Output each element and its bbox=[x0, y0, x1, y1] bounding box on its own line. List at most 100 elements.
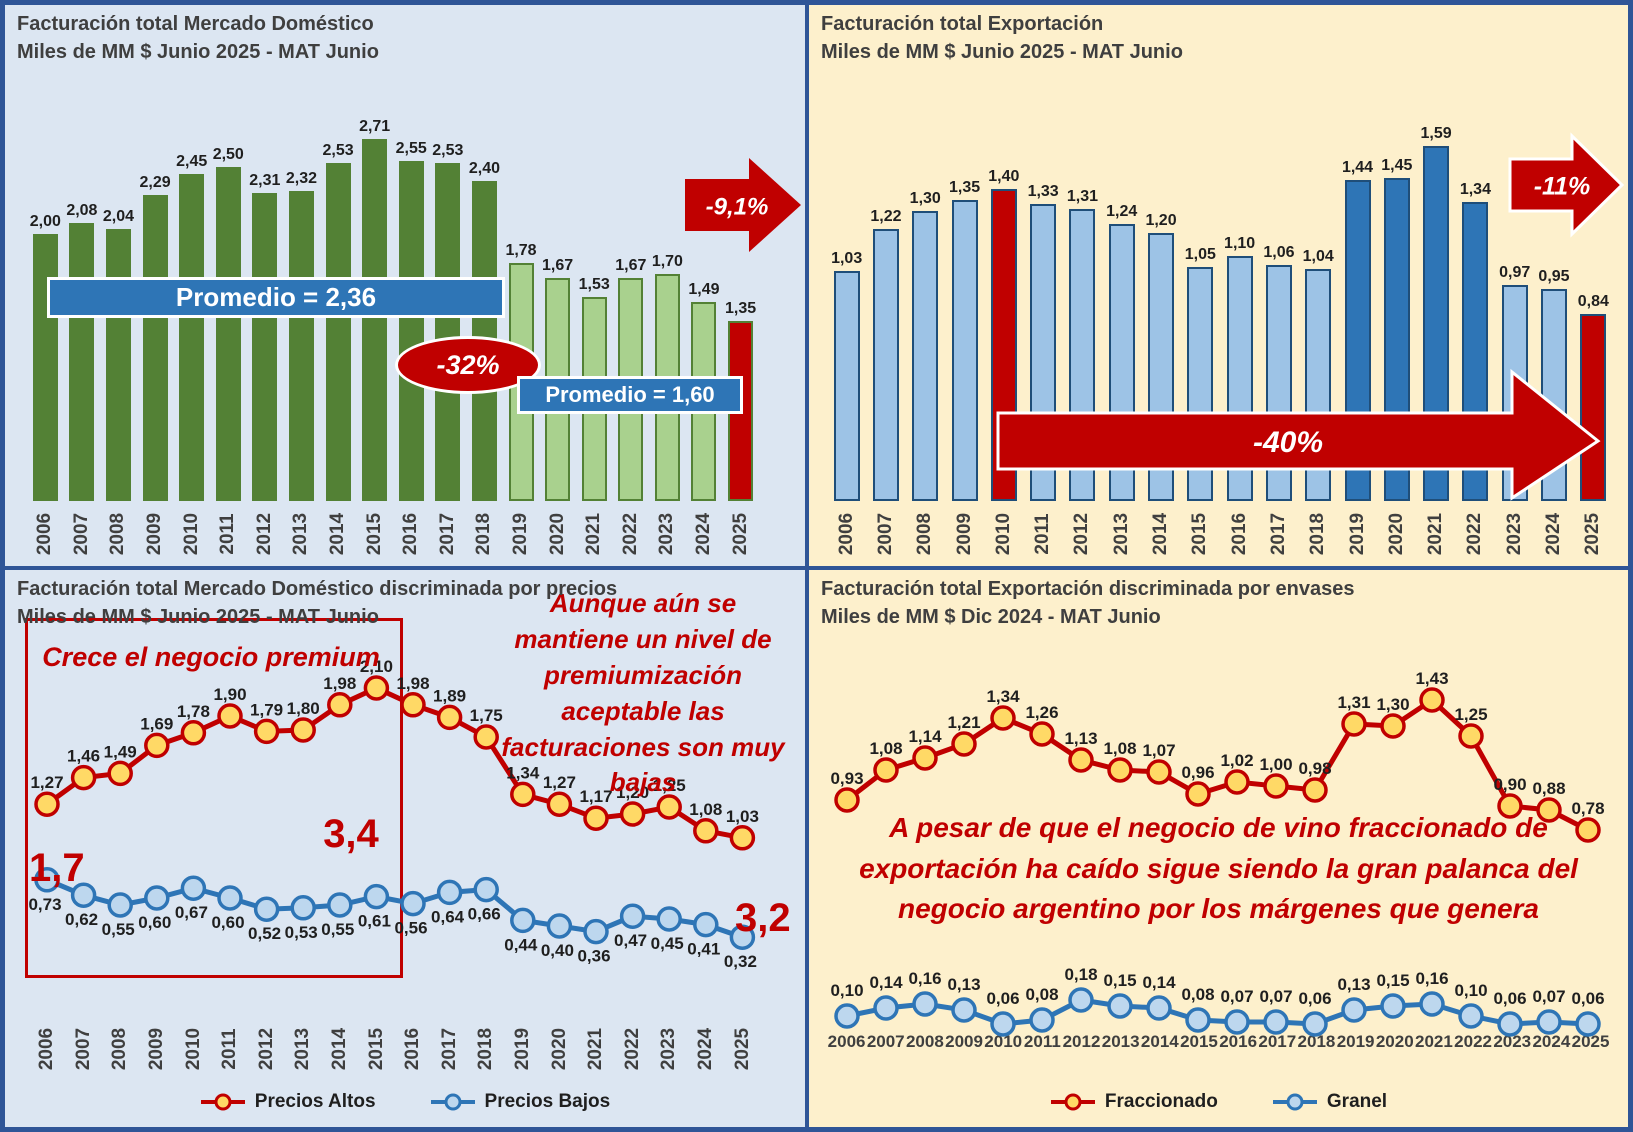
yoy-arrow-export: -11% bbox=[1508, 132, 1625, 238]
point-granel-2013 bbox=[1107, 993, 1133, 1019]
premium-highlight-box bbox=[25, 618, 403, 978]
x-label-2010: 2010 bbox=[984, 1032, 1023, 1051]
point-fraccionado-2021 bbox=[1419, 687, 1445, 713]
point-label: 0,16 bbox=[1415, 969, 1448, 988]
point-granel-2023 bbox=[1497, 1011, 1523, 1037]
average-new-label: Promedio = 1,60 bbox=[545, 382, 715, 407]
point-precios-bajos-2012 bbox=[253, 896, 280, 922]
legend-marker-icon bbox=[1050, 1093, 1095, 1111]
bar-value-label: 1,67 bbox=[542, 257, 574, 275]
x-label-2021: 2021 bbox=[1425, 512, 1447, 556]
point-precios-bajos-2006 bbox=[34, 867, 60, 893]
legend-domestic-prices: Precios Altos Precios Bajos bbox=[5, 1091, 805, 1113]
x-label-2024: 2024 bbox=[1542, 512, 1564, 556]
bar-2012 bbox=[252, 192, 278, 501]
point-precios-altos-2012 bbox=[253, 718, 280, 745]
point-granel-2012 bbox=[1068, 987, 1094, 1013]
point-label: 0,66 bbox=[468, 905, 501, 924]
point-fraccionado-2006 bbox=[834, 787, 860, 813]
bar-value-label: 1,31 bbox=[1066, 187, 1098, 205]
bar-value-label: 1,05 bbox=[1184, 245, 1216, 263]
point-label: 0,90 bbox=[1493, 775, 1526, 794]
line-chart-domestic-prices: 1,271,46 1,491,691,781,901,79 1,801,982,10… bbox=[28, 657, 758, 971]
point-precios-altos-2020 bbox=[546, 791, 573, 817]
x-label-2013: 2013 bbox=[290, 512, 312, 556]
point-label: 0,96 bbox=[1181, 763, 1214, 782]
point-label: 0,14 bbox=[869, 973, 903, 992]
x-label-2018: 2018 bbox=[473, 512, 495, 556]
x-label-2007: 2007 bbox=[866, 1032, 905, 1051]
point-label: 0,55 bbox=[102, 920, 135, 939]
legend-label: Precios Altos bbox=[254, 1091, 376, 1112]
yoy-arrow-label: -9,1% bbox=[706, 193, 769, 220]
point-label: 0,45 bbox=[651, 934, 684, 953]
x-label-2012: 2012 bbox=[1062, 1032, 1101, 1051]
point-precios-bajos-2008 bbox=[107, 892, 133, 918]
point-label: 1,75 bbox=[470, 706, 503, 725]
point-label: 0,15 bbox=[1103, 971, 1136, 990]
x-label-2011: 2011 bbox=[1023, 1032, 1061, 1051]
bar-value-label: 1,67 bbox=[615, 257, 647, 275]
bar-value-label: 0,97 bbox=[1499, 263, 1531, 281]
point-granel-2007 bbox=[873, 995, 899, 1021]
x-label-2016: 2016 bbox=[1219, 1032, 1258, 1051]
point-granel-2009 bbox=[951, 997, 977, 1023]
point-label: 1,20 bbox=[616, 783, 649, 802]
point-label: 1,07 bbox=[1142, 741, 1175, 760]
point-label: 1,79 bbox=[250, 700, 283, 719]
x-label-2020: 2020 bbox=[1385, 512, 1407, 556]
point-granel-2024 bbox=[1536, 1009, 1562, 1035]
point-label: 1,08 bbox=[869, 739, 902, 758]
point-fraccionado-2024 bbox=[1536, 797, 1562, 823]
x-label-2019: 2019 bbox=[1336, 1032, 1375, 1051]
point-label: 1,49 bbox=[104, 742, 137, 761]
point-precios-altos-2010 bbox=[180, 720, 207, 746]
point-label: 0,55 bbox=[321, 920, 354, 939]
point-label: 0,98 bbox=[1298, 759, 1331, 778]
point-label: 0,15 bbox=[1376, 971, 1409, 990]
point-label: 0,06 bbox=[1298, 989, 1331, 1008]
drop-arrow-label: -40% bbox=[1253, 426, 1323, 459]
x-label-2013: 2013 bbox=[1101, 1032, 1140, 1051]
bar-slot-2014: 2,53 bbox=[320, 109, 357, 501]
bar-value-label: 2,00 bbox=[29, 213, 61, 230]
bar-2006 bbox=[833, 271, 860, 501]
point-fraccionado-2008 bbox=[912, 745, 938, 771]
point-precios-bajos-2015 bbox=[363, 883, 390, 910]
panel-subtitle: Miles de MM $ Junio 2025 - MAT Junio bbox=[17, 41, 379, 64]
bar-value-label: 2,71 bbox=[359, 118, 391, 136]
point-label: 0,10 bbox=[1454, 981, 1487, 1000]
point-label: 0,88 bbox=[1532, 779, 1565, 798]
point-fraccionado-2023 bbox=[1497, 793, 1523, 819]
x-axis-domestic: 2006 2007 2008 2009 2010 2011 2012 2013 2014 2015… bbox=[27, 505, 759, 563]
panel-title: Facturación total Mercado Doméstico bbox=[17, 13, 374, 35]
x-label-2022: 2022 bbox=[619, 512, 641, 556]
x-label-2025: 2025 bbox=[729, 512, 751, 556]
point-label: 0,93 bbox=[830, 769, 863, 788]
point-granel-2016 bbox=[1224, 1009, 1250, 1035]
bar-value-label: 1,40 bbox=[988, 167, 1020, 185]
point-granel-2011 bbox=[1029, 1007, 1055, 1033]
x-label-2023: 2023 bbox=[656, 512, 678, 556]
bar-value-label: 2,04 bbox=[102, 207, 135, 225]
premium-note: Aunque aún se mantiene un nivel de premi… bbox=[501, 588, 785, 798]
bar-2013 bbox=[288, 191, 314, 501]
point-precios-bajos-2025 bbox=[729, 924, 756, 950]
bar-value-label: 2,29 bbox=[139, 174, 171, 192]
point-granel-2010 bbox=[990, 1011, 1016, 1037]
x-axis-export: 2006 2007 2008 2009 2010 2011 2012 2013 2014 2015… bbox=[827, 505, 1613, 563]
yoy-arrow-domestic: -9,1% bbox=[685, 158, 801, 252]
x-label-2024: 2024 bbox=[692, 512, 714, 556]
point-granel-2021 bbox=[1419, 991, 1445, 1017]
point-label: 1,27 bbox=[30, 773, 63, 792]
point-label: 1,21 bbox=[947, 713, 980, 732]
x-label-2015: 2015 bbox=[1180, 1032, 1218, 1051]
point-precios-altos-2023 bbox=[656, 794, 682, 820]
panel-export-total: Facturación total Exportación Miles de M… bbox=[809, 5, 1628, 566]
x-label-2017: 2017 bbox=[1267, 512, 1289, 556]
bar-slot-2006: 1,03 bbox=[827, 109, 866, 501]
panel-title: Facturación total Exportación discrimina… bbox=[821, 578, 1355, 600]
point-precios-altos-2009 bbox=[144, 732, 170, 759]
x-label-2023: 2023 bbox=[1493, 1032, 1532, 1051]
point-label: 1,98 bbox=[396, 674, 429, 693]
